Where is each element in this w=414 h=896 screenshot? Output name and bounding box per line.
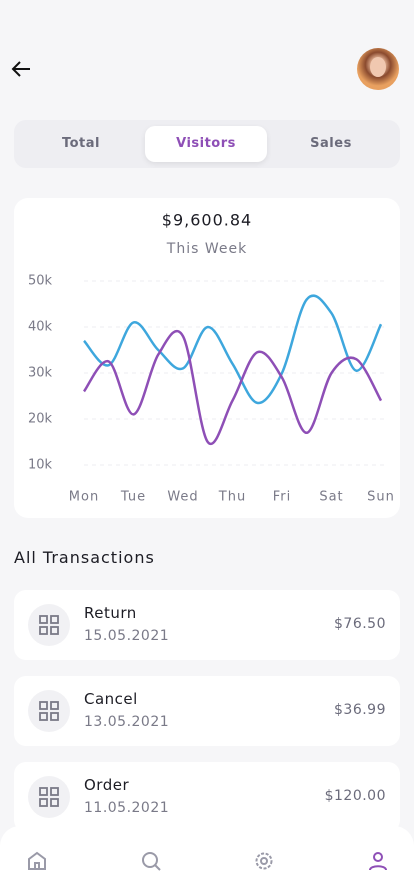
section-title: All Transactions [14, 548, 155, 567]
x-tick-label: Mon [69, 490, 99, 505]
back-button[interactable] [10, 58, 32, 80]
chart-title: $9,600.84 [162, 211, 252, 230]
item-name: Order [84, 776, 130, 794]
icon-wrap [28, 690, 70, 732]
y-tick-label: 30k [28, 366, 53, 381]
nav-button[interactable] [367, 850, 389, 876]
tab-bar: Total Visitors Sales [14, 120, 400, 168]
tab[interactable]: Visitors [145, 126, 267, 162]
avatar[interactable] [357, 48, 399, 90]
nav-button[interactable] [253, 850, 275, 876]
item-name: Return [84, 604, 137, 622]
transaction-item[interactable]: Return 15.05.2021 $76.50 [14, 590, 400, 660]
x-tick-label: Tue [120, 490, 146, 505]
y-tick-label: 50k [28, 274, 53, 289]
x-tick-label: Thu [218, 490, 246, 505]
nav-button[interactable] [140, 850, 162, 876]
tab[interactable]: Sales [310, 136, 352, 151]
y-tick-label: 40k [28, 320, 53, 335]
x-tick-label: Fri [273, 490, 292, 505]
item-amount: $36.99 [334, 702, 386, 718]
y-tick-label: 20k [28, 412, 53, 427]
nav-button[interactable] [26, 850, 48, 876]
item-amount: $120.00 [324, 788, 386, 804]
chart-card: $9,600.84 This Week 50k 40k 30k 20k 10k Mon Tu… [14, 198, 400, 518]
item-amount: $76.50 [334, 616, 386, 632]
item-date: 11.05.2021 [84, 800, 170, 816]
chart-subtitle: This Week [166, 241, 247, 257]
x-tick-label: Sun [367, 490, 395, 505]
item-icon [39, 701, 59, 721]
icon-wrap [28, 776, 70, 818]
bottom-nav [0, 826, 414, 896]
x-tick-label: Wed [167, 490, 198, 505]
transaction-item[interactable]: Order 11.05.2021 $120.00 [14, 762, 400, 832]
line-series [82, 329, 383, 446]
chart: $9,600.84 This Week 50k 40k 30k 20k 10k Mon Tu… [28, 211, 395, 505]
item-icon [39, 615, 59, 635]
line-series [83, 294, 383, 405]
y-tick-label: 10k [28, 458, 53, 473]
icon-wrap [28, 604, 70, 646]
x-tick-label: Sat [319, 490, 343, 505]
item-icon [39, 787, 59, 807]
tab[interactable]: Total [61, 136, 100, 151]
item-date: 13.05.2021 [84, 714, 170, 730]
item-date: 15.05.2021 [84, 628, 170, 644]
transaction-item[interactable]: Cancel 13.05.2021 $36.99 [14, 676, 400, 746]
item-name: Cancel [84, 690, 138, 708]
